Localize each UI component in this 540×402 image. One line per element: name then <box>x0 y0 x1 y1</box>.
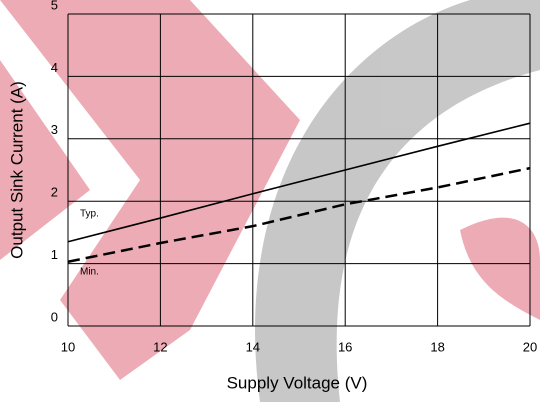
x-tick-label: 14 <box>246 339 260 354</box>
watermark-shape <box>460 217 540 320</box>
x-tick-label: 20 <box>523 339 537 354</box>
x-tick-label: 10 <box>61 339 75 354</box>
watermark-shape <box>0 0 300 380</box>
watermark-arc <box>255 0 540 402</box>
y-tick-label: 2 <box>51 185 58 200</box>
series-label: Typ. <box>80 208 99 219</box>
y-tick-label: 0 <box>51 309 58 324</box>
y-tick-label: 5 <box>51 0 58 12</box>
series-label: Min. <box>80 266 99 277</box>
y-tick-label: 1 <box>51 247 58 262</box>
data-line <box>67 122 531 243</box>
watermark-shape <box>0 60 90 260</box>
x-axis-label: Supply Voltage (V) <box>227 373 368 392</box>
y-tick-label: 3 <box>51 122 58 137</box>
y-axis-label: Output Sink Current (A) <box>7 81 26 259</box>
x-tick-label: 12 <box>153 339 167 354</box>
x-tick-label: 16 <box>338 339 352 354</box>
y-tick-label: 4 <box>51 60 58 75</box>
x-tick-label: 18 <box>430 339 444 354</box>
data-line <box>67 166 531 263</box>
